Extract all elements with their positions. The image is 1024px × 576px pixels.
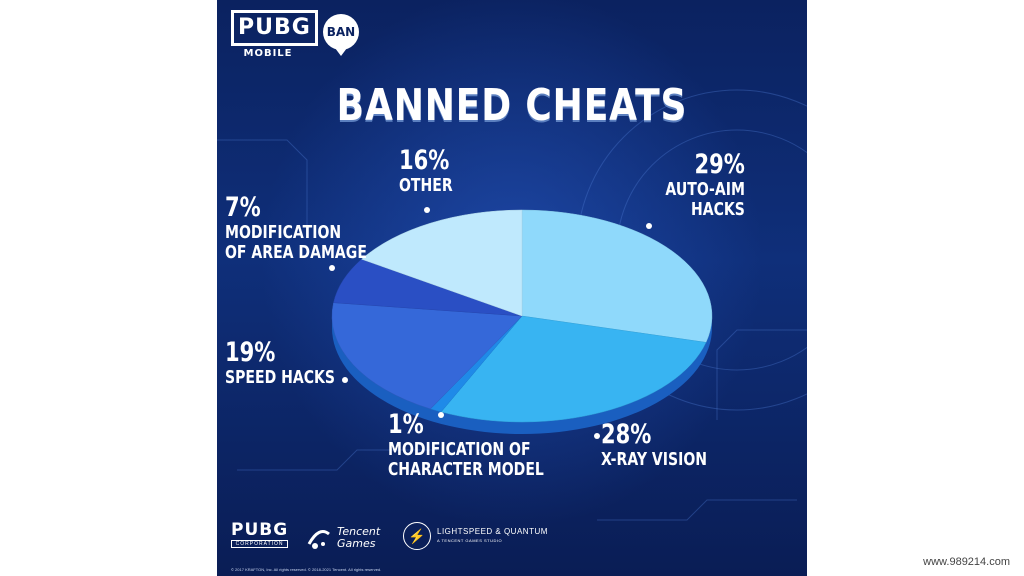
label-character-model-line2: CHARACTER MODEL: [388, 459, 544, 481]
label-xray-line1: X-RAY VISION: [601, 449, 708, 471]
chart-title: BANNED CHEATS: [336, 80, 688, 131]
footer-logos: PUBG CORPORATION Tencent Games ⚡ LIGHTSP…: [217, 506, 807, 576]
pubg-corp-sub: CORPORATION: [231, 540, 289, 548]
label-area-damage-line2: OF AREA DAMAGE: [225, 242, 367, 264]
label-dot-character-model: [438, 412, 444, 418]
label-speed-hacks-line1: SPEED HACKS: [225, 367, 336, 389]
label-auto-aim: 29% AUTO-AIM HACKS: [665, 149, 745, 221]
pie-slice-auto-aim: [521, 209, 713, 343]
label-area-damage-line1: MODIFICATION: [225, 222, 342, 244]
tencent-icon: [307, 530, 330, 549]
tencent-line1: Tencent: [337, 525, 381, 538]
label-speed-hacks: 19% SPEED HACKS: [225, 337, 336, 389]
tencent-line2: Games: [337, 537, 376, 550]
label-xray-pct: 28%: [601, 419, 652, 450]
ban-badge-pointer: [335, 48, 347, 56]
lightspeed-quantum-logo: ⚡ LIGHTSPEED & QUANTUM A TENCENT GAMES S…: [403, 522, 547, 550]
pubg-logo-text: PUBG: [231, 10, 318, 46]
ban-badge-text: BAN: [323, 14, 359, 50]
pubg-mobile-logo: PUBG MOBILE: [231, 10, 318, 64]
mobile-logo-text: MOBILE: [243, 48, 293, 59]
lsq-line2: A TENCENT GAMES STUDIO: [437, 538, 503, 543]
pie-slice-other: [361, 209, 523, 317]
label-area-damage: 7% MODIFICATION OF AREA DAMAGE: [225, 192, 367, 264]
label-dot-xray: [594, 433, 600, 439]
label-xray: 28% X-RAY VISION: [601, 419, 708, 471]
lsq-line1: LIGHTSPEED & QUANTUM: [437, 527, 548, 536]
label-dot-area-damage: [329, 265, 335, 271]
pubg-corporation-logo: PUBG CORPORATION: [231, 520, 289, 548]
copyright-text: © 2017 KRAFTON, Inc. All rights reserved…: [231, 567, 382, 572]
label-other-line1: OTHER: [399, 175, 453, 197]
label-character-model-line1: MODIFICATION OF: [388, 439, 531, 461]
pie-slice-speed-hacks: [331, 302, 523, 410]
ban-badge: BAN: [321, 14, 361, 58]
lightning-icon: ⚡: [403, 522, 431, 550]
label-auto-aim-pct: 29%: [694, 149, 745, 180]
label-dot-speed-hacks: [342, 377, 348, 383]
label-character-model-pct: 1%: [388, 409, 424, 440]
label-area-damage-pct: 7%: [225, 192, 261, 223]
infographic-poster: PUBG MOBILE BAN BANNED CHEATS 29% AUTO-A…: [217, 0, 807, 576]
pie-chart: [329, 207, 713, 439]
label-dot-auto-aim: [646, 223, 652, 229]
site-watermark: www.989214.com: [923, 556, 1010, 568]
pubg-corp-main: PUBG: [231, 520, 289, 540]
tencent-games-logo: Tencent Games: [305, 524, 380, 557]
pie-slice-xray: [440, 315, 707, 423]
label-other: 16% OTHER: [399, 145, 453, 197]
label-dot-other: [424, 207, 430, 213]
label-auto-aim-line1: AUTO-AIM: [665, 179, 745, 201]
label-speed-hacks-pct: 19%: [225, 337, 276, 368]
label-other-pct: 16%: [399, 145, 450, 176]
label-character-model: 1% MODIFICATION OF CHARACTER MODEL: [388, 409, 544, 481]
label-auto-aim-line2: HACKS: [691, 199, 745, 221]
